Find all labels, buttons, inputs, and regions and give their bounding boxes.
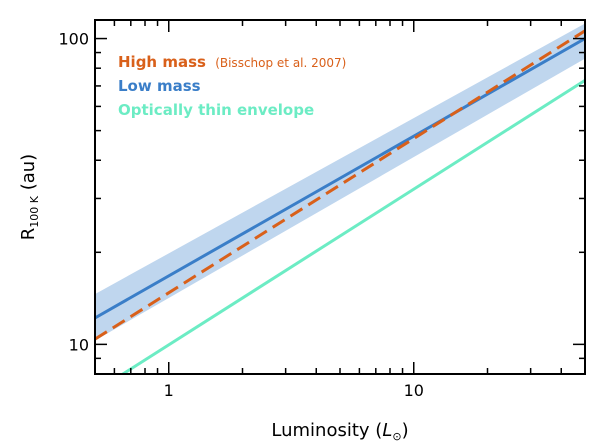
legend: High mass (Bisschop et al. 2007) Low mas… [118,53,346,119]
y-axis-label-main: R [18,228,39,241]
x-axis-label-subscript: ⊙ [392,430,401,443]
tick-layer: 1 10 10 100 [58,20,586,400]
x-tick-label: 1 [164,381,174,400]
legend-label-high-mass: High mass [118,53,206,71]
y-tick-label: 10 [69,335,89,354]
series-line-optically-thin-envelope [120,79,585,374]
x-axis-label: Luminosity (L⊙) [271,420,408,443]
legend-label-optically-thin: Optically thin envelope [118,101,314,119]
plot-layer [95,23,585,374]
legend-note-high-mass: (Bisschop et al. 2007) [215,56,346,70]
x-tick-label: 10 [404,381,424,400]
legend-entry-high-mass: High mass (Bisschop et al. 2007) [118,53,346,71]
x-axis-label-end: ) [402,420,409,441]
series-line-high-mass [95,29,585,341]
y-axis-label-subscript: 100 K [28,195,41,227]
y-axis-label: R100 K (au) [18,154,41,240]
series-line-low-mass [95,37,585,320]
y-tick-label: 100 [58,30,89,49]
band-low-mass [95,23,585,341]
y-axis-label-end: (au) [18,154,39,196]
x-axis-label-symbol: L [382,420,392,441]
x-axis-label-main: Luminosity ( [271,420,382,441]
legend-label-low-mass: Low mass [118,77,201,95]
